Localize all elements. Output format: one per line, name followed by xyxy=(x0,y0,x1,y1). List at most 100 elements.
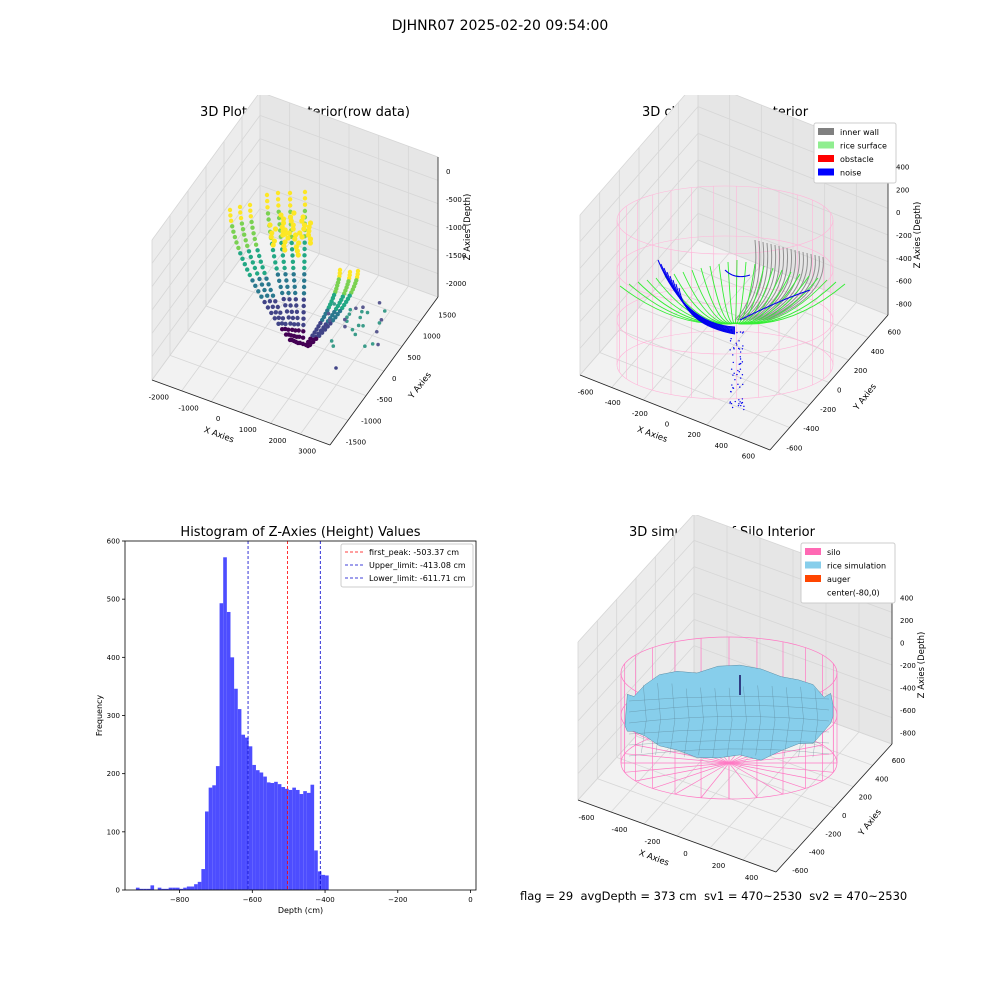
scatter-point xyxy=(284,309,290,314)
scatter-point xyxy=(273,310,278,315)
scatter-point xyxy=(297,230,303,236)
scatter-point xyxy=(277,278,282,283)
mesh-line xyxy=(655,683,661,756)
legend-swatch xyxy=(805,588,821,596)
scatter-points xyxy=(227,189,387,370)
scatter-point xyxy=(257,276,262,282)
mesh-line xyxy=(641,684,647,754)
rice-surface xyxy=(624,664,834,761)
histogram-bar xyxy=(146,888,151,890)
scatter-point xyxy=(250,260,255,265)
histogram-bar xyxy=(288,789,293,890)
noise-point xyxy=(729,340,732,342)
scatter-point xyxy=(292,278,297,283)
y-axis-label: Y Axies xyxy=(406,370,434,402)
x-tick-label: 2000 xyxy=(269,437,287,445)
x-tick-label: −600 xyxy=(243,896,262,904)
scatter-point xyxy=(276,321,281,326)
noise-point xyxy=(740,404,742,407)
scatter-point xyxy=(290,222,296,228)
z-tick-label: -400 xyxy=(900,685,916,693)
rice-surface-points xyxy=(619,259,846,325)
scatter-point xyxy=(377,300,382,305)
mesh-line xyxy=(798,686,804,757)
noise-point xyxy=(729,401,731,403)
noise-point xyxy=(738,348,741,350)
histogram-bar xyxy=(317,871,322,890)
noise-point xyxy=(736,331,738,334)
depth-histogram: Histogram of Z-Axies (Height) Values −800… xyxy=(95,525,477,915)
scatter-point xyxy=(302,202,308,207)
inner-wall-streak xyxy=(768,256,824,321)
noise-point xyxy=(730,330,732,332)
scatter-point xyxy=(264,276,269,281)
noise-point xyxy=(737,369,739,372)
scatter-point xyxy=(294,309,300,314)
status-avg-depth: avgDepth = 373 cm xyxy=(580,889,697,903)
z-tick-label: 0 xyxy=(900,639,904,647)
legend-label: Upper_limit: -413.08 cm xyxy=(369,561,466,570)
legend-label: inner wall xyxy=(840,128,879,137)
scatter-point xyxy=(293,290,298,296)
histogram-bar xyxy=(295,789,300,890)
scatter-point xyxy=(333,315,338,320)
z-tick-label: 200 xyxy=(896,186,909,194)
scatter-point xyxy=(377,321,382,325)
scatter-point xyxy=(270,293,276,298)
mesh-line xyxy=(784,687,790,757)
scatter-point xyxy=(247,202,253,208)
y-tick-label: -200 xyxy=(820,406,836,414)
legend-label: rice surface xyxy=(840,142,887,151)
scatter-point xyxy=(271,254,277,259)
y-axis-line xyxy=(329,296,439,446)
scatter-point xyxy=(305,232,312,238)
scatter-point xyxy=(301,303,306,309)
histogram-bar xyxy=(314,850,318,890)
scatter-point xyxy=(302,259,307,264)
scatter-point xyxy=(283,272,288,277)
histogram-bar xyxy=(157,887,162,890)
silo-floor-spoke xyxy=(728,762,758,798)
scatter-point xyxy=(329,339,334,343)
histogram-bar xyxy=(201,869,206,890)
mesh-line xyxy=(628,748,830,757)
scatter-point xyxy=(265,293,270,298)
histogram-bar xyxy=(310,784,315,890)
histogram-bar xyxy=(285,788,289,890)
scatter-point xyxy=(306,224,312,230)
silo-wireframe xyxy=(616,185,834,400)
scatter-point xyxy=(310,333,315,338)
y-tick-label: 500 xyxy=(407,354,420,362)
histogram-bar xyxy=(306,792,311,890)
noise-point xyxy=(733,348,735,350)
legend-label: first_peak: -503.37 cm xyxy=(369,548,459,557)
y-axis-label: Y Axies xyxy=(856,807,884,839)
y-tick-label: 600 xyxy=(107,538,120,546)
noise-point xyxy=(734,400,736,403)
silo-floor-spoke xyxy=(674,762,730,795)
z-tick-label: 0 xyxy=(446,168,450,176)
x-tick-label: -2000 xyxy=(149,393,169,401)
scatter-point xyxy=(356,323,361,328)
scatter-point xyxy=(302,265,307,271)
y-tick-label: -600 xyxy=(786,444,802,452)
status-line: flag = 29 avgDepth = 373 cm sv1 = 470~25… xyxy=(520,889,907,903)
x-tick-label: -200 xyxy=(645,838,661,846)
x-tick-label: 200 xyxy=(687,431,700,439)
scatter-point xyxy=(245,243,250,248)
histogram-bar xyxy=(205,811,209,890)
silo-floor-spoke xyxy=(624,753,730,764)
scatter-point xyxy=(337,270,342,276)
scatter-point xyxy=(276,315,281,320)
status-sv1: sv1 = 470~2530 xyxy=(704,889,802,903)
rice-simulation-surface xyxy=(624,664,834,761)
inner-wall-streak xyxy=(738,241,765,321)
mesh-line xyxy=(755,685,761,756)
noise-point xyxy=(732,361,734,364)
scatter-point xyxy=(257,253,262,259)
scatter-point xyxy=(250,278,255,283)
histogram-bar xyxy=(237,709,242,890)
histogram-bar xyxy=(223,557,227,890)
scatter-point xyxy=(270,247,276,253)
grid-line xyxy=(241,256,421,323)
